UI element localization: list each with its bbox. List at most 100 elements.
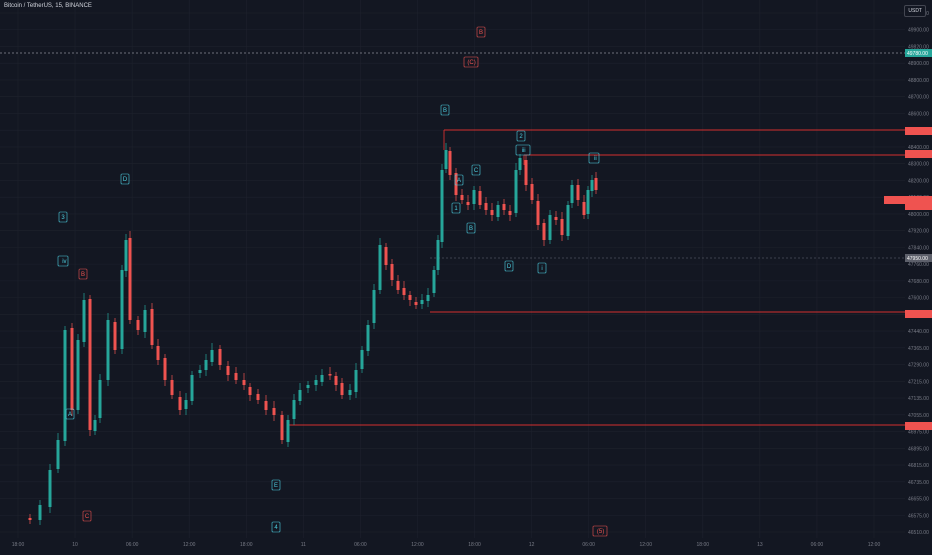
candle-body <box>466 202 470 205</box>
candle-body <box>93 420 97 431</box>
candle-body <box>444 150 448 169</box>
candle-body <box>264 401 268 410</box>
time-tick-label: 06:00 <box>126 542 139 548</box>
wave-label: 3 <box>61 215 65 221</box>
candle-body <box>56 440 60 469</box>
price-tick-label: 47680.00 <box>908 279 929 285</box>
candle-body <box>484 203 488 210</box>
candle-body <box>542 223 546 240</box>
grid-lines <box>0 0 905 538</box>
candle-body <box>190 375 194 401</box>
wave-label: (5) <box>597 529 604 535</box>
time-tick-label: 13 <box>757 542 763 548</box>
candle-body <box>378 245 382 290</box>
candle-body <box>28 518 32 520</box>
price-tick-label: 47760.00 <box>908 262 929 268</box>
price-tick-label: 48000.00 <box>908 212 929 218</box>
candle-body <box>82 300 86 342</box>
price-tick-label: 46975.00 <box>908 430 929 436</box>
time-tick-label: 12:00 <box>411 542 424 548</box>
candle-body <box>590 180 594 191</box>
candle-body <box>560 219 564 235</box>
candle-body <box>414 302 418 305</box>
wave-label: 1 <box>454 206 458 212</box>
zone-marker-3 <box>905 310 932 318</box>
candle-body <box>120 270 124 349</box>
candle-body <box>170 380 174 395</box>
supply-demand-zones <box>0 52 905 426</box>
wave-label-box <box>65 408 75 420</box>
candle-body <box>272 408 276 415</box>
wave-label: iv <box>62 259 66 265</box>
wave-label: B <box>81 272 85 278</box>
price-tick-label: 46815.00 <box>908 463 929 469</box>
candle-body <box>586 190 590 214</box>
wave-label: C <box>474 168 479 174</box>
wave-label-box <box>82 510 92 522</box>
zone-marker-1 <box>905 127 932 135</box>
candle-body <box>372 290 376 323</box>
dashed-level-tag <box>905 254 932 262</box>
candle-body <box>502 204 506 210</box>
candle-body <box>128 238 132 320</box>
wave-label: A <box>68 412 72 418</box>
currency-button[interactable]: USDT <box>904 5 926 17</box>
wave-label-box <box>504 260 514 272</box>
candle-body <box>106 320 110 380</box>
wave-label: (C) <box>467 60 475 66</box>
time-tick-label: 18:00 <box>12 542 25 548</box>
candle-body <box>548 215 552 240</box>
candle-body <box>38 505 42 520</box>
time-tick-label: 06:00 <box>354 542 367 548</box>
current-price-tag <box>905 49 932 57</box>
time-tick-label: 12 <box>529 542 535 548</box>
axes: 49980.0049900.0049820.0048900.0048800.00… <box>12 11 932 548</box>
candle-body <box>594 178 598 190</box>
wave-label: B <box>469 226 473 232</box>
wave-label-box <box>57 255 69 267</box>
candle-body <box>348 390 352 395</box>
zone-marker-4 <box>905 422 932 430</box>
price-tick-label: 48400.00 <box>908 145 929 151</box>
candle-body <box>420 300 424 304</box>
candle-body <box>396 281 400 290</box>
wave-label-box <box>476 26 486 38</box>
price-tick-label: 46895.00 <box>908 446 929 452</box>
candle-body <box>334 376 338 385</box>
candle-body <box>136 320 140 330</box>
wave-label-box <box>537 262 547 274</box>
time-tick-label: 11 <box>301 542 306 548</box>
wave-label-box <box>78 268 88 280</box>
wave-label-box <box>463 56 479 68</box>
candle-body <box>320 375 324 382</box>
wave-label: 2 <box>519 134 523 140</box>
wave-label: E <box>274 483 278 489</box>
candle-body <box>70 328 74 410</box>
candle-body <box>226 366 230 375</box>
candle-body <box>440 170 444 242</box>
price-tick-label: 47840.00 <box>908 245 929 251</box>
price-tick-label: 49900.00 <box>908 28 929 34</box>
candle-body <box>63 330 67 441</box>
candle-body <box>402 288 406 295</box>
candle-body <box>298 390 302 401</box>
candle-body <box>448 151 452 175</box>
time-tick-label: 12:00 <box>183 542 196 548</box>
zone-marker-2 <box>905 150 932 158</box>
wave-label-box <box>588 152 600 164</box>
time-tick-label: 06:00 <box>582 542 595 548</box>
wave-label: B <box>479 30 483 36</box>
candle-body <box>184 400 188 409</box>
candle-body <box>178 397 182 410</box>
price-tick-label: 47135.00 <box>908 396 929 402</box>
price-tick-label: 48700.00 <box>908 95 929 101</box>
candle-body <box>198 370 202 373</box>
time-tick-label: 12:00 <box>868 542 881 548</box>
wave-label: 4 <box>274 525 278 531</box>
price-tick-label: 47215.00 <box>908 379 929 385</box>
wave-label: ii <box>594 156 597 162</box>
candle-body <box>514 170 518 213</box>
candle-body <box>113 322 117 350</box>
